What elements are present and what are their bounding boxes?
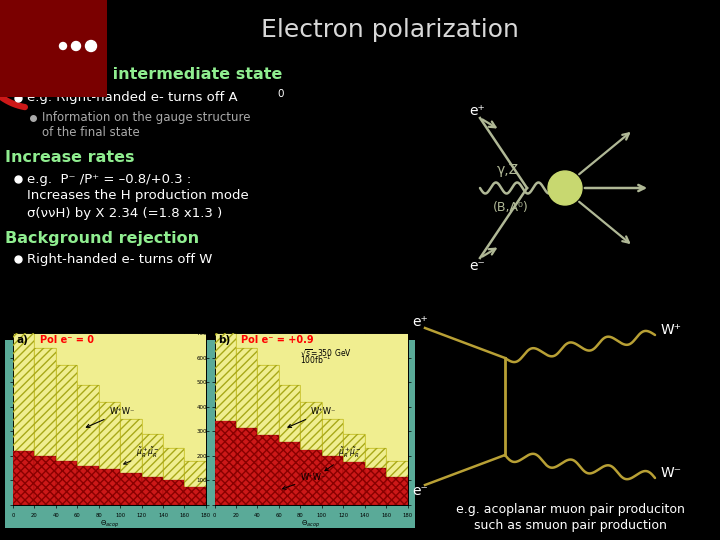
X-axis label: $\Theta_{acop}$: $\Theta_{acop}$ [302,519,320,530]
Bar [364,449,386,505]
Bar [236,348,258,505]
X-axis label: $\Theta_{acop}$: $\Theta_{acop}$ [100,519,119,530]
Bar [13,333,35,505]
Bar [364,449,386,505]
Bar [35,456,56,505]
Text: of the final state: of the final state [42,125,140,138]
Bar [77,465,99,505]
Text: e⁺: e⁺ [469,104,485,118]
Text: e⁺: e⁺ [412,315,428,329]
Bar [236,428,258,505]
Bar [184,461,206,505]
Text: $\sqrt{s}$=350 GeV: $\sqrt{s}$=350 GeV [300,347,352,357]
Bar [35,348,56,505]
Text: 0: 0 [277,89,284,99]
Text: 100fb$^{-1}$: 100fb$^{-1}$ [300,354,332,366]
Bar [120,473,142,505]
Bar [258,435,279,505]
Text: W⁺W⁻: W⁺W⁻ [282,474,325,489]
Text: Background rejection: Background rejection [5,231,199,246]
Text: Information on the gauge structure: Information on the gauge structure [42,111,251,125]
Bar [184,487,206,505]
Bar [120,419,142,505]
Circle shape [548,171,582,205]
Bar [99,469,120,505]
Bar [279,384,300,505]
Bar [343,434,364,505]
Bar [56,365,77,505]
Bar [77,384,99,505]
Text: b): b) [217,335,230,345]
Bar [343,462,364,505]
Text: a): a) [16,335,28,345]
Bar [56,461,77,505]
Circle shape [86,40,96,51]
Text: W⁺W⁻: W⁺W⁻ [288,407,336,428]
Bar [322,456,343,505]
Text: γ,Z: γ,Z [497,163,519,177]
Bar [300,402,322,505]
Text: W⁺: W⁺ [661,323,682,337]
Bar [322,419,343,505]
Bar [386,477,408,505]
Bar [279,442,300,505]
Bar [5,340,415,528]
Text: Pol e⁻ = 0: Pol e⁻ = 0 [40,335,94,345]
Bar [258,365,279,505]
Text: σ(ννH) by X 2.34 (=1.8 x1.3 ): σ(ννH) by X 2.34 (=1.8 x1.3 ) [27,206,222,219]
Text: Electron polarization: Electron polarization [261,18,519,42]
Text: e⁻: e⁻ [469,259,485,273]
Circle shape [71,42,81,51]
Bar [343,434,364,505]
Bar [163,449,184,505]
Bar [35,348,56,505]
Text: Increases the H production mode: Increases the H production mode [27,190,248,202]
Bar [215,333,236,505]
Text: Pol e⁻ = +0.9: Pol e⁻ = +0.9 [241,335,314,345]
Text: Right-handed e- turns off W: Right-handed e- turns off W [27,253,212,266]
Bar [120,419,142,505]
Bar [142,434,163,505]
Bar [300,450,322,505]
Bar [279,384,300,505]
Bar [215,422,236,505]
Text: $\tilde{\mu}_R^+\tilde{\mu}_R^-$: $\tilde{\mu}_R^+\tilde{\mu}_R^-$ [124,446,160,464]
Bar [163,449,184,505]
Bar [184,461,206,505]
Text: e.g. Right-handed e- turns off A: e.g. Right-handed e- turns off A [27,91,238,105]
Text: W⁺W⁻: W⁺W⁻ [86,407,135,428]
Text: e.g.  P⁻ /P⁺ = –0.8/+0.3 :: e.g. P⁻ /P⁺ = –0.8/+0.3 : [27,172,192,186]
Bar [258,365,279,505]
Text: e.g. acoplanar muon pair produciton: e.g. acoplanar muon pair produciton [456,503,685,516]
Bar [215,333,236,505]
Bar [300,402,322,505]
Bar [99,402,120,505]
Bar [0,0,107,97]
Bar [77,384,99,505]
Circle shape [60,43,66,50]
Bar [13,451,35,505]
Bar [236,348,258,505]
Text: e⁻: e⁻ [412,484,428,498]
Bar [13,333,35,505]
Bar [386,461,408,505]
Text: Increase rates: Increase rates [5,151,135,165]
Text: Specify the intermediate state: Specify the intermediate state [5,68,282,83]
Bar [142,434,163,505]
Bar [163,481,184,505]
Text: W⁻: W⁻ [661,466,682,480]
Text: (B,A⁰): (B,A⁰) [493,200,528,213]
Bar [386,461,408,505]
Bar [364,468,386,505]
Bar [99,402,120,505]
Bar [56,365,77,505]
Bar [142,477,163,505]
Bar [322,419,343,505]
Text: such as smuon pair production: such as smuon pair production [474,518,667,531]
Text: $\tilde{\mu}_R^+\tilde{\mu}_R^-$: $\tilde{\mu}_R^+\tilde{\mu}_R^-$ [325,446,361,471]
